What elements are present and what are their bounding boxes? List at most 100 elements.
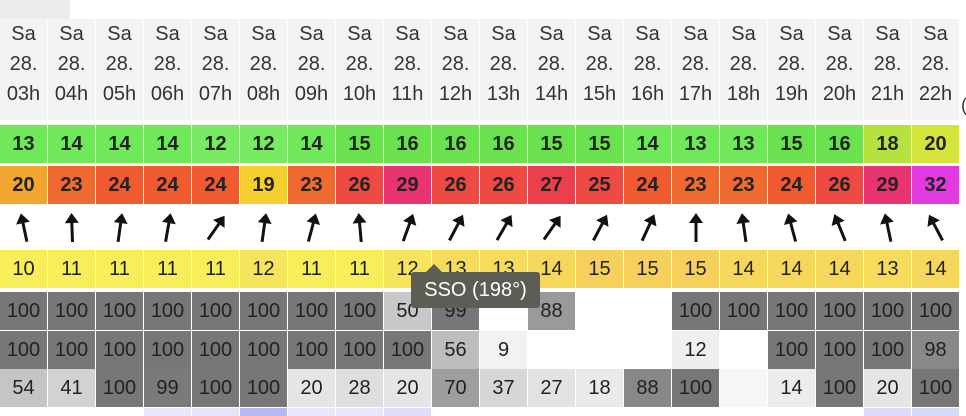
- value-row-5-cell: 100: [768, 331, 815, 369]
- wind-arrow-icon: [384, 206, 431, 250]
- bottom-strip-cell: [816, 408, 863, 416]
- hour-header: Sa 28. 18h: [720, 19, 767, 120]
- date-label: 28.: [105, 53, 134, 75]
- value-row-4-cell: 100: [0, 292, 47, 330]
- value-row-6-cell: 37: [480, 369, 527, 407]
- weekday-label: Sa: [827, 23, 852, 45]
- date-label: 28.: [633, 53, 662, 75]
- value-row-6-cell: 20: [864, 369, 911, 407]
- value-row-2-cell: 32: [912, 166, 959, 204]
- value-row-5-cell: 100: [864, 331, 911, 369]
- value-row-3-cell: 11: [336, 250, 383, 288]
- bottom-strip-cell: [624, 408, 671, 416]
- value-row-6-cell: 20: [384, 369, 431, 407]
- date-label: 28.: [873, 53, 902, 75]
- value-row-1-cell: 15: [336, 125, 383, 163]
- value-row-6-cell: 20: [288, 369, 335, 407]
- bottom-strip-cell: [528, 408, 575, 416]
- value-row-2-cell: 24: [624, 166, 671, 204]
- hour-header: Sa 28. 15h: [576, 19, 623, 120]
- weekday-label: Sa: [491, 23, 516, 45]
- hour-header: Sa 28. 17h: [672, 19, 719, 120]
- bottom-strip-cell: [48, 408, 95, 416]
- value-row-2-cell: 20: [0, 166, 47, 204]
- bottom-strip-cell: [288, 408, 335, 416]
- wind-arrow-icon: [480, 206, 527, 250]
- hour-header: Sa 28. 05h: [96, 19, 143, 120]
- bottom-strip-cell: [864, 408, 911, 416]
- value-row-5-cell: [624, 331, 671, 369]
- hour-label: 20h: [822, 83, 857, 105]
- weekday-label: Sa: [11, 23, 36, 45]
- value-row-5-cell: 100: [816, 331, 863, 369]
- value-row-2-cell: 23: [288, 166, 335, 204]
- value-row-6-cell: 100: [240, 369, 287, 407]
- value-row-2-cell: 29: [384, 166, 431, 204]
- value-row-1-cell: 14: [624, 125, 671, 163]
- weekday-label: Sa: [155, 23, 180, 45]
- value-row-1-cell: 20: [912, 125, 959, 163]
- date-label: 28.: [57, 53, 86, 75]
- hour-label: 21h: [870, 83, 905, 105]
- bottom-strip-cell: [720, 408, 767, 416]
- value-row-2-cell: 19: [240, 166, 287, 204]
- wind-arrow-icon: [96, 206, 143, 250]
- value-row-5-cell: 100: [0, 331, 47, 369]
- bottom-strip-cell: [0, 408, 47, 416]
- value-row-6-cell: 70: [432, 369, 479, 407]
- weekday-label: Sa: [203, 23, 228, 45]
- value-row-5-cell: 56: [432, 331, 479, 369]
- value-row-6-cell: 14: [768, 369, 815, 407]
- hour-header: Sa 28. 03h: [0, 19, 47, 120]
- hour-label: 19h: [774, 83, 809, 105]
- date-label: 28.: [393, 53, 422, 75]
- bottom-strip-cell: [336, 408, 383, 416]
- value-row-1-cell: 16: [432, 125, 479, 163]
- value-row-4-cell: 100: [192, 292, 239, 330]
- value-row-4-cell: 100: [96, 292, 143, 330]
- value-row-6-cell: 100: [96, 369, 143, 407]
- weekday-label: Sa: [299, 23, 324, 45]
- hour-header: Sa 28. 22h: [912, 19, 959, 120]
- wind-arrow-icon: [624, 206, 671, 250]
- wind-arrow-icon: [240, 206, 287, 250]
- date-label: 28.: [441, 53, 470, 75]
- value-row-2-cell: 26: [432, 166, 479, 204]
- next-column-edge: (: [961, 95, 966, 115]
- value-row-3-cell: 11: [144, 250, 191, 288]
- value-row-1-cell: 18: [864, 125, 911, 163]
- bottom-strip-cell: [576, 408, 623, 416]
- value-row-6-cell: 100: [912, 369, 959, 407]
- value-row-5-cell: [528, 331, 575, 369]
- value-row-1-cell: 14: [144, 125, 191, 163]
- value-row-5-cell: 100: [336, 331, 383, 369]
- value-row-2-cell: 24: [144, 166, 191, 204]
- weekday-label: Sa: [443, 23, 468, 45]
- bottom-strip-cell: [96, 408, 143, 416]
- bottom-strip-cell: [768, 408, 815, 416]
- hour-label: 10h: [342, 83, 377, 105]
- hour-label: 22h: [918, 83, 953, 105]
- value-row-1-cell: 13: [672, 125, 719, 163]
- hour-header: Sa 28. 11h: [384, 19, 431, 120]
- value-row-3-cell: 11: [192, 250, 239, 288]
- value-row-5-cell: 98: [912, 331, 959, 369]
- value-row-6-cell: 100: [672, 369, 719, 407]
- value-row-5-cell: 100: [48, 331, 95, 369]
- value-row-3-cell: 10: [0, 250, 47, 288]
- bottom-strip-cell: [480, 408, 527, 416]
- value-row-3-cell: 11: [48, 250, 95, 288]
- hour-label: 18h: [726, 83, 761, 105]
- weekday-label: Sa: [59, 23, 84, 45]
- date-label: 28.: [201, 53, 230, 75]
- value-row-3-cell: 15: [624, 250, 671, 288]
- value-row-4-cell: 100: [144, 292, 191, 330]
- value-row-5-cell: [720, 331, 767, 369]
- weekday-label: Sa: [251, 23, 276, 45]
- bottom-strip-cell: [384, 408, 431, 416]
- bottom-strip-cell: [912, 408, 959, 416]
- hour-header: Sa 28. 08h: [240, 19, 287, 120]
- top-tab-fragment: [0, 0, 70, 19]
- value-row-1-cell: 12: [240, 125, 287, 163]
- hour-label: 05h: [102, 83, 137, 105]
